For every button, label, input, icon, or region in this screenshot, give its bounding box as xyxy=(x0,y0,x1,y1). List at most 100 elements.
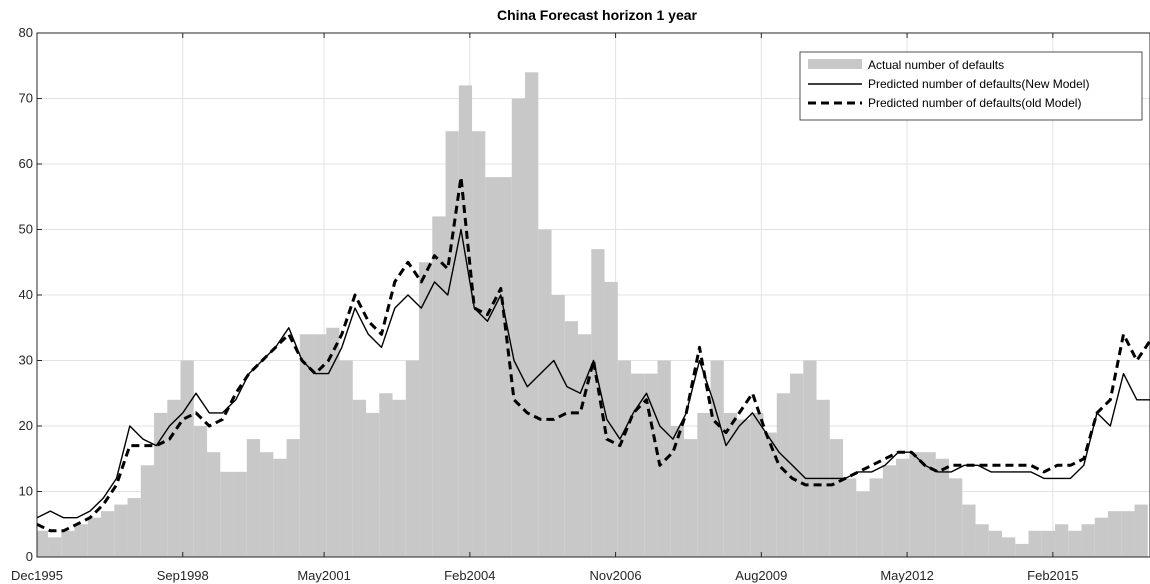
line-new-model xyxy=(36,228,1150,519)
bar-actual xyxy=(246,439,261,557)
bar-actual xyxy=(962,504,976,557)
bar-actual xyxy=(511,98,526,557)
bar-actual xyxy=(233,471,247,557)
bar-actual xyxy=(37,530,49,557)
x-tick-label: May2012 xyxy=(880,568,933,583)
bar-actual xyxy=(591,249,605,557)
bar-actual xyxy=(180,360,194,557)
y-tick-label: 80 xyxy=(19,25,33,40)
bar-actual xyxy=(710,360,724,557)
bar-actual xyxy=(48,537,62,557)
bar-actual xyxy=(140,465,155,557)
bar-actual xyxy=(578,334,592,557)
chart-title: China Forecast horizon 1 year xyxy=(497,7,697,23)
bar-actual xyxy=(1081,524,1095,557)
legend-swatch-actual xyxy=(808,59,862,69)
bar-actual xyxy=(273,458,287,557)
bar-actual xyxy=(313,334,327,557)
bar-actual xyxy=(684,439,698,557)
x-tick-label: Dec1995 xyxy=(11,568,63,583)
bar-actual xyxy=(657,360,671,557)
x-tick-label: Feb2004 xyxy=(444,568,495,583)
bar-actual xyxy=(975,524,989,557)
bar-actual xyxy=(379,393,393,557)
legend-label-actual: Actual number of defaults xyxy=(868,58,1004,72)
bar-actual xyxy=(617,360,632,557)
bar-actual xyxy=(631,373,645,557)
bar-actual xyxy=(326,327,340,557)
bar-actual xyxy=(750,412,764,557)
x-tick-label: Aug2009 xyxy=(735,568,787,583)
bar-actual xyxy=(485,177,499,557)
bar-actual xyxy=(896,458,910,557)
y-tick-label: 60 xyxy=(19,156,33,171)
bar-actual xyxy=(127,498,141,557)
bar-actual xyxy=(1068,530,1082,557)
bar-actual xyxy=(1028,530,1042,557)
bar-actual xyxy=(445,131,459,557)
bar-actual xyxy=(87,517,102,557)
bar-actual xyxy=(843,478,857,557)
bar-actual xyxy=(207,452,221,557)
bar-actual xyxy=(670,426,685,557)
bar-actual xyxy=(1055,524,1069,557)
bar-actual xyxy=(644,373,658,557)
x-tick-label: Nov2006 xyxy=(590,568,642,583)
bar-actual xyxy=(869,478,883,557)
bar-actual xyxy=(776,393,791,557)
bar-actual xyxy=(538,229,552,557)
bar-actual xyxy=(564,321,579,557)
bar-actual xyxy=(286,439,300,557)
x-tick-label: May2001 xyxy=(297,568,350,583)
y-tick-label: 10 xyxy=(19,484,33,499)
bar-actual xyxy=(1002,537,1016,557)
bar-actual xyxy=(935,458,950,557)
bar-actual xyxy=(697,412,711,557)
bar-actual xyxy=(525,72,539,558)
y-tick-label: 0 xyxy=(26,549,33,564)
bar-actual xyxy=(498,177,512,557)
bar-actual xyxy=(260,452,274,557)
bar-actual xyxy=(1041,530,1056,557)
bar-actual xyxy=(392,399,406,557)
y-tick-label: 20 xyxy=(19,418,33,433)
bar-actual xyxy=(551,295,565,557)
bar-series xyxy=(37,72,1148,558)
y-axis: 0 10 20 30 40 50 60 70 80 xyxy=(19,25,42,564)
legend-label-new-model: Predicted number of defaults(New Model) xyxy=(868,77,1089,91)
bar-actual xyxy=(419,262,433,557)
bar-actual xyxy=(737,419,751,557)
bar-actual xyxy=(458,85,473,558)
bar-actual xyxy=(723,412,738,557)
bar-actual xyxy=(909,452,923,557)
x-tick-label: Sep1998 xyxy=(157,568,209,583)
y-tick-label: 40 xyxy=(19,287,33,302)
x-tick-label: Feb2015 xyxy=(1027,568,1078,583)
legend: Actual number of defaults Predicted numb… xyxy=(799,51,1143,121)
bar-actual xyxy=(1094,517,1109,557)
bar-actual xyxy=(1015,543,1029,557)
bar-actual xyxy=(352,399,367,557)
bar-actual xyxy=(101,511,115,557)
bar-actual xyxy=(74,524,88,557)
bar-actual xyxy=(220,471,234,557)
bar-actual xyxy=(1134,504,1148,557)
bar-actual xyxy=(1108,511,1122,557)
bar-actual xyxy=(432,216,446,557)
bar-actual xyxy=(193,426,208,557)
y-tick-label: 70 xyxy=(19,91,33,106)
bar-actual xyxy=(472,131,486,557)
bar-actual xyxy=(988,530,1003,557)
bar-actual xyxy=(339,360,353,557)
bar-actual xyxy=(922,452,936,557)
bar-actual xyxy=(856,491,870,557)
bar-actual xyxy=(405,360,420,557)
bar-actual xyxy=(299,334,314,557)
bar-actual xyxy=(829,439,844,557)
bar-actual xyxy=(882,465,897,557)
line-old-model xyxy=(36,175,1150,533)
bar-actual xyxy=(604,281,618,557)
bar-actual xyxy=(366,412,380,557)
y-tick-label: 30 xyxy=(19,353,33,368)
